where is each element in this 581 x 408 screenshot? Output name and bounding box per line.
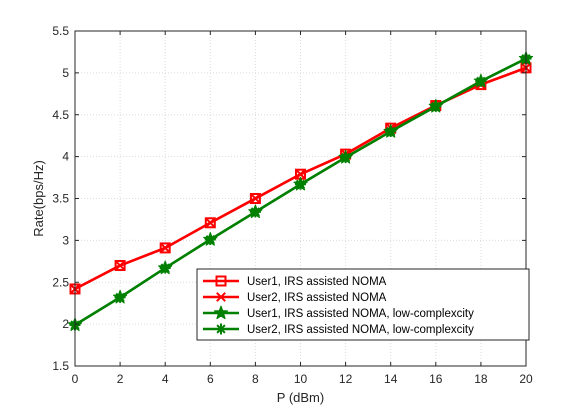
legend-marker-x xyxy=(216,292,226,302)
x-tick-label: 16 xyxy=(429,372,443,386)
y-tick-label: 2 xyxy=(62,317,69,331)
y-tick-label: 5.5 xyxy=(52,24,69,38)
data-point-asterisk xyxy=(295,178,306,190)
legend-entry: User1, IRS assisted NOMA, low-complexcit… xyxy=(203,305,474,320)
legend-label: User1, IRS assisted NOMA, low-complexcit… xyxy=(247,308,474,320)
y-tick-label: 1.5 xyxy=(52,359,69,373)
data-point-asterisk xyxy=(430,100,442,112)
y-tick-label: 5 xyxy=(62,66,69,80)
legend: User1, IRS assisted NOMA User2, IRS assis… xyxy=(196,268,530,341)
legend-marker-asterisk xyxy=(215,323,227,335)
series-group xyxy=(67,51,534,332)
y-tick-label: 4.5 xyxy=(52,108,69,122)
legend-label: User2, IRS assisted NOMA xyxy=(247,292,387,304)
data-point-asterisk xyxy=(159,262,171,274)
series-4 xyxy=(69,53,532,331)
y-tick-label: 2.5 xyxy=(52,275,69,289)
data-point-asterisk xyxy=(204,234,216,246)
x-tick-label: 2 xyxy=(117,372,124,386)
legend-marker-pentagram xyxy=(213,305,229,320)
x-axis-label: P (dBm) xyxy=(277,390,324,405)
x-tick-label: 12 xyxy=(339,372,353,386)
x-tick-label: 18 xyxy=(474,372,488,386)
x-tick-label: 4 xyxy=(162,372,169,386)
legend-entry: User2, IRS assisted NOMA xyxy=(203,292,387,304)
y-tick-label: 3.5 xyxy=(52,192,69,206)
y-tick-label: 3 xyxy=(62,233,69,247)
data-point-x xyxy=(115,260,126,271)
x-tick-label: 20 xyxy=(519,372,533,386)
data-point-square xyxy=(159,242,171,254)
data-point-x xyxy=(250,193,261,204)
x-tick-label: 6 xyxy=(207,372,214,386)
x-tick-label: 14 xyxy=(384,372,398,386)
data-point-x xyxy=(160,243,171,253)
x-tick-label: 0 xyxy=(72,372,79,386)
data-point-asterisk xyxy=(385,126,397,137)
data-point-asterisk xyxy=(114,291,126,303)
data-point-asterisk xyxy=(340,151,352,163)
data-point-square xyxy=(114,260,126,271)
y-axis-label: Rate(bps/Hz) xyxy=(31,160,46,237)
y-tick-label: 4 xyxy=(62,150,69,164)
legend-entry: User1, IRS assisted NOMA xyxy=(203,275,387,288)
data-point-asterisk xyxy=(249,206,261,218)
legend-label: User2, IRS assisted NOMA, low-complexcit… xyxy=(247,324,474,336)
data-point-asterisk xyxy=(475,75,487,87)
legend-marker-square xyxy=(215,275,227,287)
data-point-x xyxy=(295,169,306,180)
legend-entry: User2, IRS assisted NOMA, low-complexcit… xyxy=(203,323,474,336)
data-point-square xyxy=(249,193,261,204)
legend-label: User1, IRS assisted NOMA xyxy=(247,276,387,288)
data-point-x xyxy=(205,217,216,228)
x-tick-label: 10 xyxy=(294,372,308,386)
data-point-square xyxy=(204,217,216,229)
legend-box xyxy=(196,268,530,341)
x-tick-label: 8 xyxy=(252,372,259,386)
